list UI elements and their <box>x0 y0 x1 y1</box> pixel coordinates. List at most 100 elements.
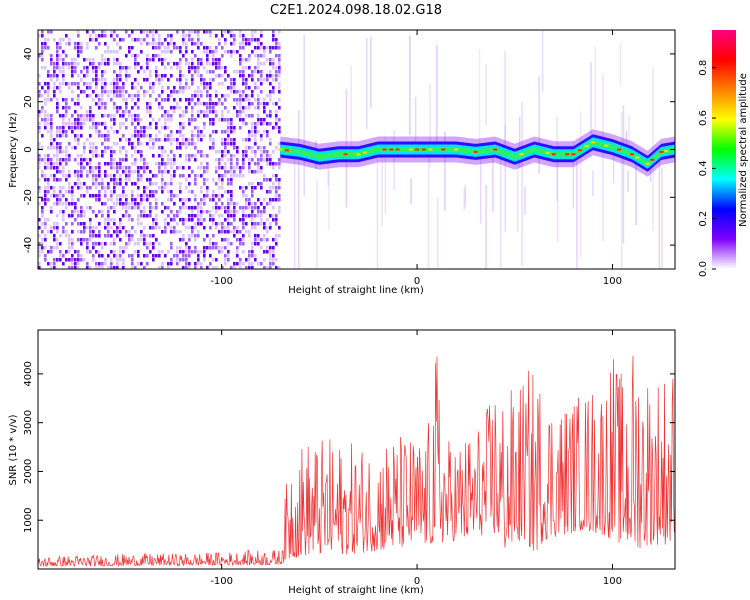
noise-cell <box>89 62 92 66</box>
noise-cell <box>218 230 221 234</box>
noise-cell <box>110 250 113 254</box>
noise-cell <box>275 222 278 226</box>
noise-cell <box>152 206 155 210</box>
streak <box>556 161 559 243</box>
noise-cell <box>224 106 227 110</box>
noise-cell <box>152 138 155 142</box>
streak <box>293 145 296 269</box>
noise-cell <box>278 166 281 170</box>
noise-cell <box>212 106 215 110</box>
noise-cell <box>104 78 107 82</box>
noise-cell <box>44 46 47 50</box>
noise-cell <box>173 106 176 110</box>
noise-cell <box>275 190 278 194</box>
noise-cell <box>221 226 224 230</box>
noise-cell <box>242 122 245 126</box>
noise-cell <box>77 98 80 102</box>
noise-cell <box>104 50 107 54</box>
noise-cell <box>227 242 230 246</box>
noise-cell <box>260 202 263 206</box>
noise-cell <box>278 62 281 66</box>
noise-cell <box>194 134 197 138</box>
noise-cell <box>77 122 80 126</box>
noise-cell <box>110 82 113 86</box>
noise-cell <box>131 238 134 242</box>
noise-cell <box>209 82 212 86</box>
noise-cell <box>272 258 275 262</box>
noise-cell <box>68 182 71 186</box>
noise-cell <box>92 98 95 102</box>
noise-cell <box>62 202 65 206</box>
noise-cell <box>239 114 242 118</box>
noise-cell <box>107 62 110 66</box>
noise-cell <box>59 258 62 262</box>
noise-cell <box>200 42 203 46</box>
noise-cell <box>50 230 53 234</box>
noise-cell <box>185 218 188 222</box>
noise-cell <box>137 62 140 66</box>
noise-cell <box>44 198 47 202</box>
noise-cell <box>119 150 122 154</box>
noise-cell <box>80 126 83 130</box>
noise-cell <box>68 186 71 190</box>
noise-cell <box>95 66 98 70</box>
noise-cell <box>104 134 107 138</box>
noise-cell <box>38 186 41 190</box>
noise-cell <box>215 74 218 78</box>
noise-cell <box>113 238 116 242</box>
noise-cell <box>224 130 227 134</box>
noise-cell <box>209 110 212 114</box>
noise-cell <box>212 218 215 222</box>
noise-cell <box>161 150 164 154</box>
noise-cell <box>173 226 176 230</box>
noise-cell <box>47 70 50 74</box>
noise-cell <box>134 58 137 62</box>
noise-cell <box>191 118 194 122</box>
noise-cell <box>44 218 47 222</box>
noise-cell <box>113 58 116 62</box>
noise-cell <box>101 178 104 182</box>
noise-cell <box>278 98 281 102</box>
noise-cell <box>188 246 191 250</box>
streak <box>492 145 494 212</box>
noise-cell <box>41 66 44 70</box>
noise-cell <box>101 62 104 66</box>
noise-cell <box>101 86 104 90</box>
noise-cell <box>50 62 53 66</box>
noise-cell <box>74 58 77 62</box>
noise-cell <box>158 118 161 122</box>
signal-core <box>545 151 550 154</box>
noise-cell <box>248 234 251 238</box>
noise-cell <box>92 62 95 66</box>
noise-cell <box>239 90 242 94</box>
noise-cell <box>152 190 155 194</box>
noise-cell <box>179 78 182 82</box>
noise-cell <box>107 130 110 134</box>
colorbar-ticks: 0.00.20.40.60.8 <box>698 60 716 277</box>
noise-cell <box>176 194 179 198</box>
noise-cell <box>113 130 116 134</box>
noise-cell <box>248 254 251 258</box>
noise-cell <box>56 106 59 110</box>
noise-cell <box>275 242 278 246</box>
noise-cell <box>197 134 200 138</box>
noise-cell <box>194 42 197 46</box>
noise-cell <box>116 34 119 38</box>
noise-cell <box>50 58 53 62</box>
noise-cell <box>245 106 248 110</box>
noise-cell <box>137 106 140 110</box>
noise-cell <box>68 258 71 262</box>
noise-cell <box>245 222 248 226</box>
noise-cell <box>62 186 65 190</box>
noise-cell <box>269 222 272 226</box>
noise-cell <box>263 266 266 270</box>
signal-core <box>389 148 394 151</box>
noise-cell <box>230 202 233 206</box>
noise-cell <box>224 142 227 146</box>
noise-cell <box>227 206 230 210</box>
noise-cell <box>209 50 212 54</box>
noise-cell <box>113 90 116 94</box>
noise-cell <box>68 154 71 158</box>
noise-cell <box>83 114 86 118</box>
noise-cell <box>227 218 230 222</box>
